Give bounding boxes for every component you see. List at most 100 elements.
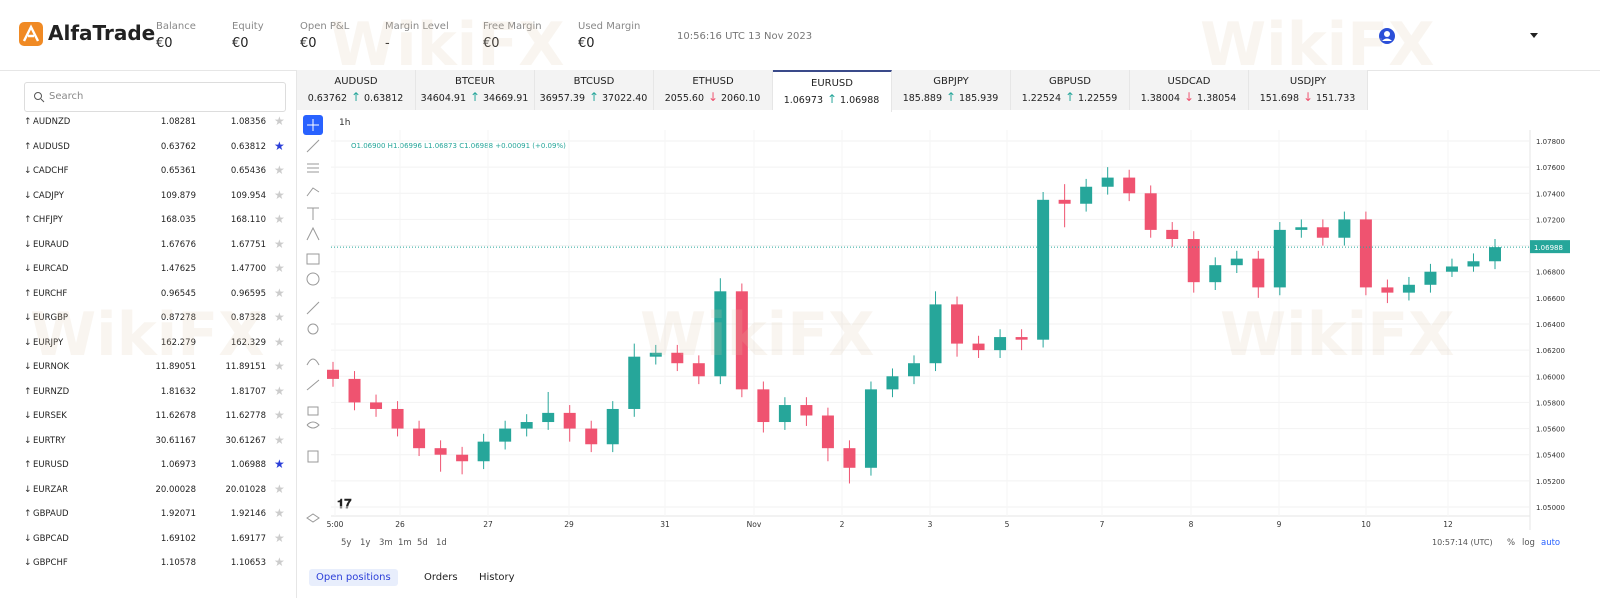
star[interactable]: ★: [274, 383, 285, 398]
star[interactable]: ★: [274, 212, 285, 226]
watchlist-row[interactable]: ↓ EURSEK 11.62678 11.62778 ★: [24, 405, 290, 429]
bid: 0.65361: [160, 166, 196, 176]
star[interactable]: ★: [274, 114, 285, 128]
bid: 1.47625: [160, 264, 196, 274]
scale-option[interactable]: %: [1507, 538, 1516, 548]
scale-option[interactable]: auto: [1541, 538, 1561, 548]
star[interactable]: ★: [274, 138, 285, 153]
candle-body: [864, 389, 877, 468]
watchlist-row[interactable]: ↓ EURJPY 162.279 162.329 ★: [24, 332, 290, 356]
search-box[interactable]: Search: [24, 82, 286, 112]
star[interactable]: ★: [274, 457, 285, 471]
watchlist-row[interactable]: ↓ GBPCHF 1.10578 1.10653 ★: [24, 552, 290, 576]
bottom-tab[interactable]: History: [479, 572, 515, 583]
star[interactable]: ★: [274, 506, 285, 520]
instrument-tab[interactable]: USDCAD 1.38004 ↓ 1.38054: [1130, 70, 1249, 110]
instrument-tab[interactable]: USDJPY 151.698 ↓ 151.733: [1249, 70, 1368, 110]
instrument-tab[interactable]: GBPUSD 1.22524 ↑ 1.22559: [1011, 70, 1130, 110]
watchlist-row[interactable]: ↑ AUDNZD 1.08281 1.08356 ★: [24, 111, 290, 135]
star[interactable]: ★: [274, 163, 285, 177]
range-button[interactable]: 1m: [398, 538, 412, 548]
x-tick-label: 9: [1277, 520, 1282, 529]
bottom-tab[interactable]: Open positions: [309, 569, 398, 586]
stat-value: €0: [156, 36, 173, 51]
interval[interactable]: 1h: [339, 118, 350, 128]
star[interactable]: ★: [274, 555, 285, 569]
instrument-tab[interactable]: EURUSD 1.06973 ↑ 1.06988: [773, 70, 892, 112]
range-button[interactable]: 1d: [436, 538, 447, 548]
watchlist-row[interactable]: ↓ CADCHF 0.65361 0.65436 ★: [24, 160, 290, 184]
star[interactable]: ★: [274, 359, 285, 373]
candle-body: [1424, 271, 1437, 285]
tab-bid: 2055.60: [664, 93, 704, 104]
bid: 20.00028: [155, 484, 196, 495]
symbol: AUDNZD: [33, 117, 71, 127]
y-tick-label: 1.05200: [1536, 478, 1565, 486]
watchlist-row[interactable]: ↓ EURAUD 1.67676 1.67751 ★: [24, 234, 290, 258]
star[interactable]: ★: [274, 187, 285, 202]
account-menu[interactable]: [1378, 27, 1538, 45]
watchlist-row[interactable]: ↑ EURNZD 1.81632 1.81707 ★: [24, 381, 290, 405]
watchlist-row[interactable]: ↓ EURZAR 20.00028 20.01028 ★: [24, 479, 290, 503]
stat-value: €0: [300, 36, 317, 51]
watchlist-row[interactable]: ↑ EURUSD 1.06973 1.06988 ★: [24, 454, 290, 478]
direction-arrow: ↑: [24, 141, 32, 152]
star[interactable]: ★: [274, 334, 285, 349]
tab-ask: 1.22559: [1078, 93, 1118, 104]
watchlist-row[interactable]: ↑ GBPAUD 1.92071 1.92146 ★: [24, 503, 290, 527]
watchlist-row[interactable]: ↓ CADJPY 109.879 109.954 ★: [24, 185, 290, 209]
scale-option[interactable]: log: [1522, 538, 1535, 548]
direction-arrow: ↓: [24, 166, 32, 176]
tab-arrow: ↑: [827, 92, 838, 106]
ask: 1.47700: [230, 264, 266, 274]
instrument-tab[interactable]: GBPJPY 185.889 ↑ 185.939: [892, 70, 1011, 110]
direction-arrow: ↓: [24, 337, 32, 348]
bid: 0.87278: [160, 313, 196, 323]
direction-arrow: ↓: [24, 362, 32, 372]
star[interactable]: ★: [274, 530, 285, 545]
candle-body: [908, 363, 920, 377]
candle-body: [542, 412, 555, 423]
symbol: EURNOK: [33, 362, 70, 372]
y-tick-label: 1.07200: [1536, 216, 1565, 224]
tab-symbol: BTCUSD: [573, 76, 615, 87]
range-button[interactable]: 1y: [360, 538, 371, 548]
instrument-tab[interactable]: AUDUSD 0.63762 ↑ 0.63812: [297, 70, 416, 110]
star[interactable]: ★: [274, 236, 285, 251]
stat-value: -: [385, 36, 390, 51]
clock: 10:56:16 UTC 13 Nov 2023: [677, 31, 813, 42]
symbol: EURCAD: [33, 264, 69, 274]
direction-arrow: ↓: [24, 558, 32, 568]
instrument-tab[interactable]: BTCEUR 34604.91 ↑ 34669.91: [416, 70, 535, 110]
star[interactable]: ★: [274, 285, 285, 300]
star[interactable]: ★: [274, 408, 285, 422]
x-tick-label: 5: [1005, 520, 1010, 529]
watchlist-row[interactable]: ↑ CHFJPY 168.035 168.110 ★: [24, 209, 290, 233]
symbol: GBPCHF: [33, 558, 68, 568]
instrument-tab[interactable]: BTCUSD 36957.39 ↑ 37022.40: [535, 70, 654, 110]
ask: 1.06988: [230, 460, 266, 470]
instrument-tab[interactable]: ETHUSD 2055.60 ↓ 2060.10: [654, 70, 773, 110]
bottom-tab[interactable]: Orders: [424, 572, 458, 583]
star[interactable]: ★: [274, 432, 285, 447]
watchlist-row[interactable]: ↓ GBPCAD 1.69102 1.69177 ★: [24, 528, 290, 552]
watchlist-row[interactable]: ↓ EURCAD 1.47625 1.47700 ★: [24, 258, 290, 282]
range-button[interactable]: 5y: [341, 538, 352, 548]
x-tick-label: 10: [1361, 520, 1371, 529]
direction-arrow: ↓: [24, 313, 32, 323]
star[interactable]: ★: [274, 481, 285, 496]
star[interactable]: ★: [274, 261, 285, 275]
direction-arrow: ↓: [24, 190, 32, 201]
stat-label: Free Margin: [483, 21, 542, 32]
range-button[interactable]: 3m: [379, 538, 393, 548]
watchlist-row[interactable]: ↓ EURGBP 0.87278 0.87328 ★: [24, 307, 290, 331]
candle-body: [1381, 287, 1394, 293]
range-button[interactable]: 5d: [417, 538, 428, 548]
watchlist-row[interactable]: ↑ EURCHF 0.96545 0.96595 ★: [24, 283, 290, 307]
watchlist-row[interactable]: ↓ EURTRY 30.61167 30.61267 ★: [24, 430, 290, 454]
watchlist-row[interactable]: ↑ AUDUSD 0.63762 0.63812 ★: [24, 136, 290, 160]
last-price-label: 1.06988: [1534, 244, 1563, 252]
watchlist-row[interactable]: ↓ EURNOK 11.89051 11.89151 ★: [24, 356, 290, 380]
ohlc-legend: O1.06900 H1.06996 L1.06873 C1.06988 +0.0…: [351, 142, 566, 150]
star[interactable]: ★: [274, 310, 285, 324]
